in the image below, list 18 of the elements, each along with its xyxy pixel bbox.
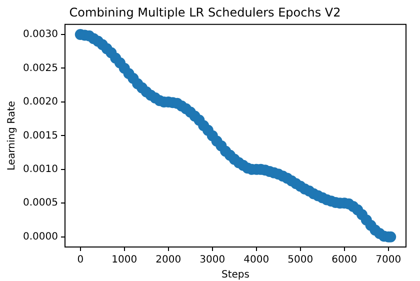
y-axis-title: Learning Rate	[6, 100, 18, 170]
y-tick-label: 0.0005	[22, 198, 58, 209]
x-tick-label: 1000	[112, 254, 138, 266]
x-tick-label: 5000	[288, 254, 314, 266]
x-tick-label: 6000	[332, 254, 358, 266]
x-tick-label: 0	[77, 254, 84, 266]
x-tick-label: 2000	[156, 254, 182, 266]
chart-title: Combining Multiple LR Schedulers Epochs V2	[69, 5, 341, 20]
y-tick-label: 0.0025	[22, 62, 58, 74]
x-axis-title: Steps	[222, 270, 250, 281]
y-tick-label: 0.0010	[22, 164, 58, 176]
x-tick-label: 7000	[376, 254, 402, 266]
y-tick-label: 0.0030	[22, 29, 58, 40]
y-tick-label: 0.0015	[22, 130, 58, 142]
y-tick-label: 0.0020	[22, 96, 58, 108]
x-tick-label: 4000	[244, 254, 270, 266]
y-tick-label: 0.0000	[22, 231, 58, 242]
x-tick-label: 3000	[200, 254, 226, 266]
